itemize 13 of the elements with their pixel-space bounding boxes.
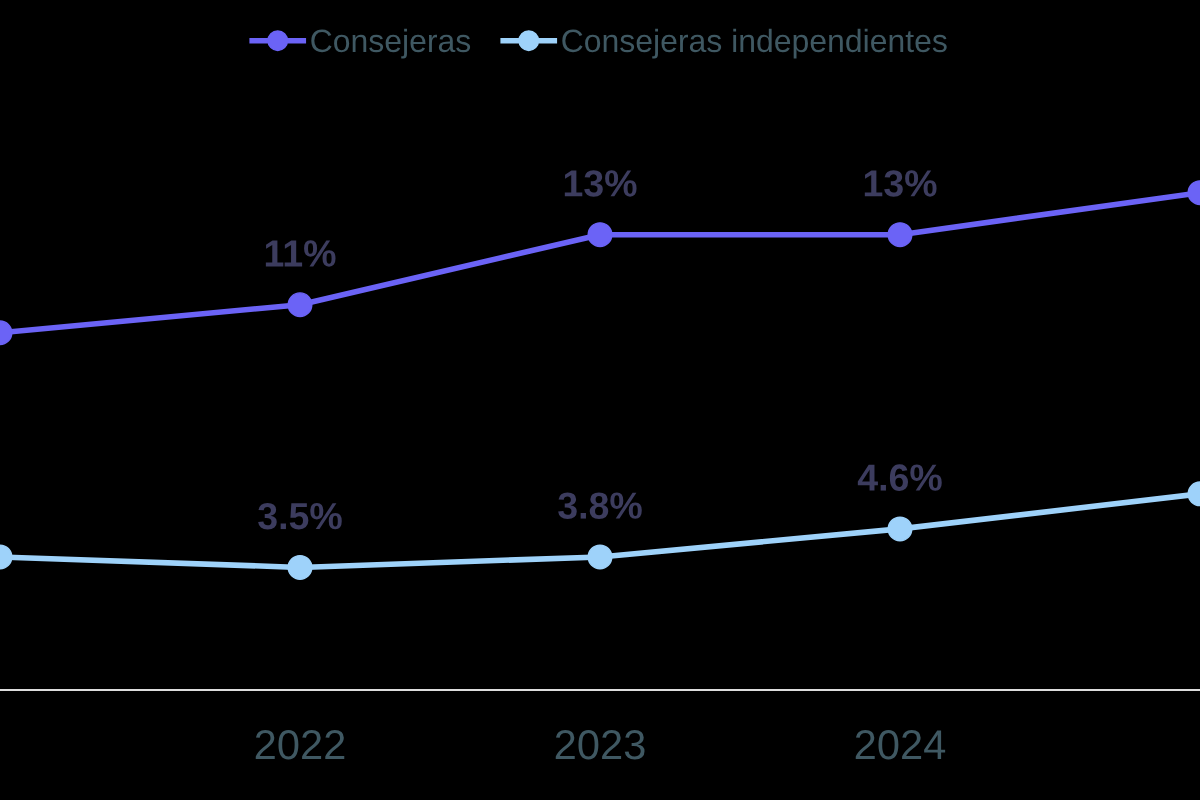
data-label: 3.5%: [258, 502, 342, 530]
legend-label: Consejeras independientes: [562, 28, 947, 59]
data-label: 4.6%: [857, 464, 942, 491]
data-label: 3.8%: [558, 492, 642, 519]
point: [587, 544, 613, 570]
x-tick-label: 2022: [255, 729, 345, 760]
point: [587, 222, 613, 248]
x-tick-label: 2023: [555, 729, 645, 760]
data-label: 13%: [864, 170, 937, 197]
data-label: 11%: [265, 240, 336, 267]
x-tick-label: 2024: [855, 729, 946, 760]
legend-label: Consejeras: [311, 28, 471, 59]
data-label: 13%: [564, 170, 637, 197]
